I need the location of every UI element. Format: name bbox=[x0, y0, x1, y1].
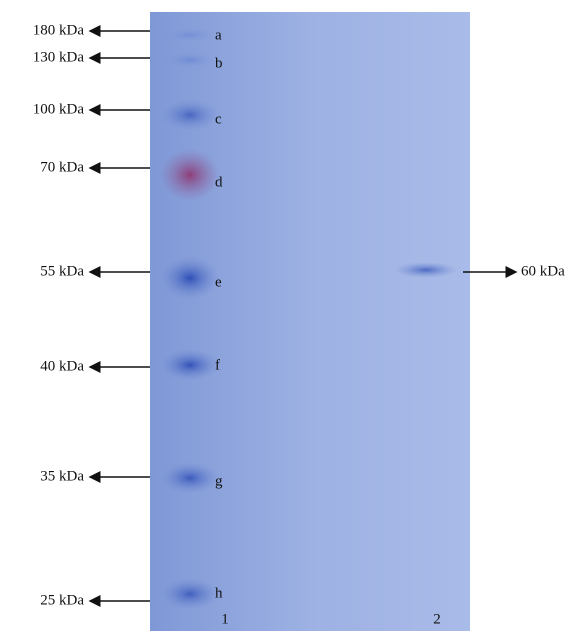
band-letter: b bbox=[215, 55, 223, 71]
gel-figure: 180 kDa a 130 kDa b 100 kDa c 70 kDa d 55 kDa e 40… bbox=[0, 0, 583, 631]
marker-band bbox=[160, 27, 220, 43]
lane-label: 2 bbox=[433, 611, 441, 627]
marker-band bbox=[160, 149, 220, 201]
marker-band bbox=[160, 99, 220, 131]
marker-label: 70 kDa bbox=[40, 159, 84, 175]
band-letter: h bbox=[215, 585, 223, 601]
band-letter: f bbox=[215, 357, 220, 373]
marker-band bbox=[160, 51, 220, 69]
band-letter: a bbox=[215, 27, 222, 43]
marker-label: 35 kDa bbox=[40, 468, 84, 484]
marker-band bbox=[160, 578, 220, 610]
marker-label: 100 kDa bbox=[33, 101, 85, 117]
marker-label: 130 kDa bbox=[33, 49, 85, 65]
marker-label: 40 kDa bbox=[40, 358, 84, 374]
band-letter: d bbox=[215, 174, 223, 190]
marker-band bbox=[160, 256, 220, 300]
marker-label: 55 kDa bbox=[40, 263, 84, 279]
marker-band bbox=[160, 462, 220, 494]
band-letter: g bbox=[215, 473, 223, 489]
marker-label: 180 kDa bbox=[33, 22, 85, 38]
lane-label: 1 bbox=[221, 611, 229, 627]
marker-label: 25 kDa bbox=[40, 592, 84, 608]
sample-band bbox=[394, 262, 458, 278]
band-letter: e bbox=[215, 274, 222, 290]
band-letter: c bbox=[215, 111, 222, 127]
marker-band bbox=[160, 349, 220, 381]
sample-label: 60 kDa bbox=[521, 263, 565, 279]
